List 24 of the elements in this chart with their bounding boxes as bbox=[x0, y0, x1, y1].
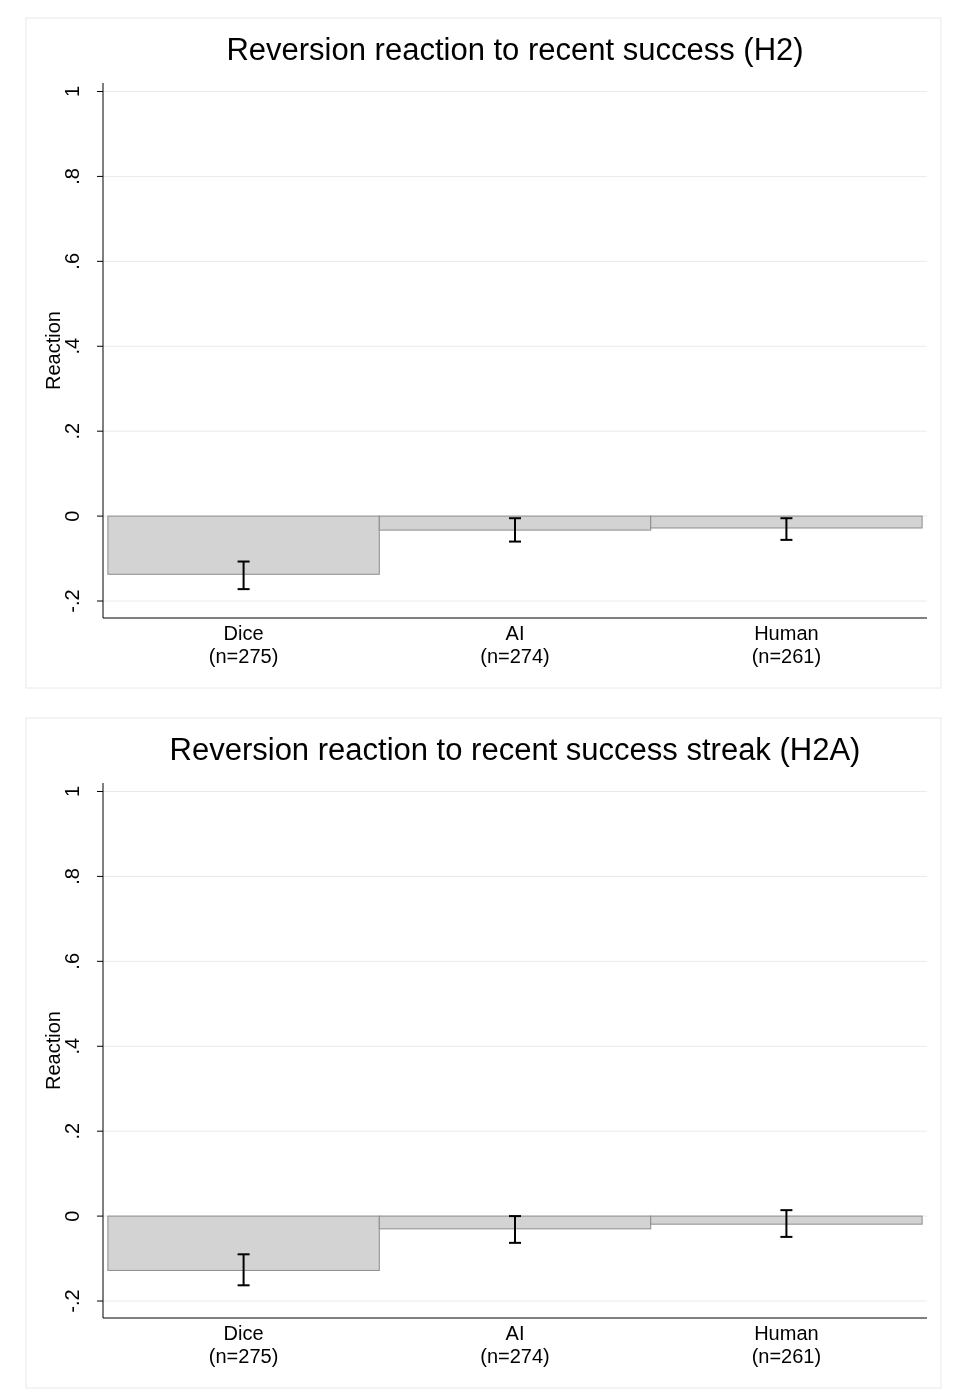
y-tick-label: .8 bbox=[61, 168, 83, 185]
y-tick-label: .2 bbox=[61, 1122, 83, 1140]
x-tick-label: Human (n=261) bbox=[751, 1322, 822, 1367]
y-tick-label: -.2 bbox=[61, 589, 83, 613]
y-tick-label: 1 bbox=[61, 785, 83, 798]
y-tick-label: 0 bbox=[61, 1210, 83, 1222]
chart-title: Reversion reaction to recent success streak (H2A) bbox=[169, 732, 861, 767]
y-axis-title: Reaction bbox=[42, 1011, 64, 1090]
x-tick-label: AI (n=274) bbox=[480, 1322, 550, 1367]
y-tick-label: .6 bbox=[61, 252, 83, 270]
y-tick-label: .8 bbox=[61, 868, 83, 885]
y-tick-label: .4 bbox=[61, 337, 83, 355]
x-tick-label: Human (n=261) bbox=[751, 622, 822, 667]
y-tick-label: .4 bbox=[61, 1037, 83, 1055]
y-tick-label: -.2 bbox=[61, 1289, 83, 1313]
x-tick-label: Dice (n=275) bbox=[208, 622, 279, 667]
y-tick-label: .6 bbox=[61, 952, 83, 970]
y-tick-label: .2 bbox=[61, 422, 83, 440]
y-axis-title: Reaction bbox=[42, 311, 64, 390]
chart-title: Reversion reaction to recent success (H2) bbox=[226, 32, 804, 67]
y-tick-label: 1 bbox=[61, 85, 83, 98]
y-tick-label: 0 bbox=[61, 510, 83, 522]
x-tick-label: Dice (n=275) bbox=[208, 1322, 279, 1367]
x-tick-label: AI (n=274) bbox=[480, 622, 550, 667]
